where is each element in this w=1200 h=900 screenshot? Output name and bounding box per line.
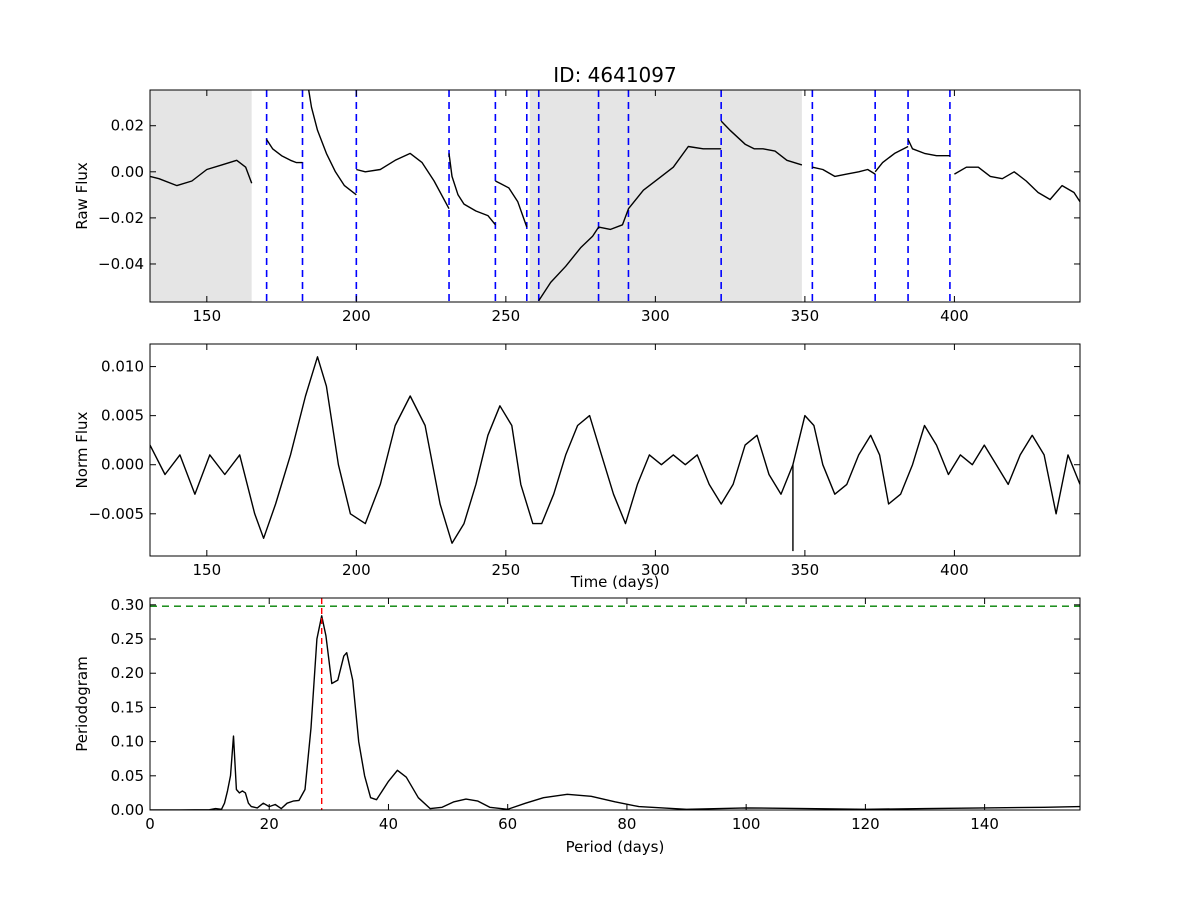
raw-flux-segment [907, 139, 950, 157]
x-tick-label: 300 [641, 307, 670, 325]
raw-flux-segment [266, 139, 303, 164]
x-tick-label: 200 [342, 307, 371, 325]
x-tick-label: 60 [498, 815, 517, 833]
y-tick-label: 0.000 [101, 456, 144, 474]
axes-frame [149, 597, 1081, 811]
axes-frame [149, 343, 1081, 557]
y-tick-label: 0.10 [111, 733, 144, 751]
norm-flux-panel: 150 200 250 300 350 400 0.010 0.005 0.000 −0.005 N… [73, 343, 1081, 591]
raw-flux-segment [150, 159, 253, 187]
x-tick-label: 100 [732, 815, 761, 833]
raw-flux-segment [812, 166, 876, 178]
axes-frame [149, 89, 1081, 303]
y-tick-label: 0.00 [111, 163, 144, 181]
x-tick-label: 150 [192, 307, 221, 325]
shaded-region-2 [529, 90, 802, 302]
y-tick-label: 0.00 [111, 801, 144, 819]
x-tick-label: 40 [379, 815, 398, 833]
y-axis-label: Raw Flux [73, 162, 91, 230]
x-tick-label: 250 [492, 307, 521, 325]
x-axis-label: Time (days) [570, 573, 660, 591]
x-tick-label: 80 [617, 815, 636, 833]
y-tick-label: 0.30 [111, 596, 144, 614]
y-tick-label: 0.25 [111, 630, 144, 648]
raw-flux-segment [307, 90, 357, 196]
y-tick-label: 0.02 [111, 117, 144, 135]
y-tick-label: 0.05 [111, 767, 144, 785]
x-tick-label: 150 [192, 561, 221, 579]
raw-flux-segment [954, 166, 1080, 203]
norm-flux-line [150, 356, 1080, 544]
periodogram-panel: 0 20 40 60 80 100 120 140 0.00 0.05 0.10 0.15 0.20 0.… [73, 596, 1081, 856]
x-tick-label: 0 [145, 815, 155, 833]
x-tick-label: 400 [940, 561, 969, 579]
x-axis-label: Period (days) [566, 838, 665, 856]
x-tick-label: 350 [791, 307, 820, 325]
y-tick-label: −0.02 [98, 209, 144, 227]
raw-flux-segment [356, 152, 450, 210]
x-tick-label: 350 [791, 561, 820, 579]
y-tick-label: 0.010 [101, 358, 144, 376]
raw-flux-segment [720, 120, 803, 166]
raw-flux-segment [495, 180, 528, 228]
y-axis-label: Periodogram [73, 656, 91, 751]
y-tick-label: −0.005 [88, 505, 144, 523]
x-tick-label: 400 [940, 307, 969, 325]
y-tick-label: −0.04 [98, 255, 144, 273]
y-tick-label: 0.20 [111, 664, 144, 682]
x-tick-label: 120 [851, 815, 880, 833]
raw-flux-panel: 150 200 250 300 350 400 0.02 0.00 −0.02 −0.04 Raw … [73, 89, 1081, 325]
x-tick-label: 200 [342, 561, 371, 579]
x-tick-label: 140 [970, 815, 999, 833]
y-tick-label: 0.15 [111, 698, 144, 716]
raw-flux-segment [448, 153, 496, 226]
periodogram-line [150, 615, 1080, 810]
raw-flux-segment [874, 145, 909, 173]
chart-title: ID: 4641097 [553, 63, 676, 87]
x-tick-label: 250 [492, 561, 521, 579]
x-tick-label: 20 [260, 815, 279, 833]
y-axis-label: Norm Flux [73, 411, 91, 488]
x-tick-label: 300 [641, 561, 670, 579]
shaded-region-1 [150, 90, 252, 302]
raw-flux-segment [538, 145, 722, 302]
y-tick-label: 0.005 [101, 407, 144, 425]
